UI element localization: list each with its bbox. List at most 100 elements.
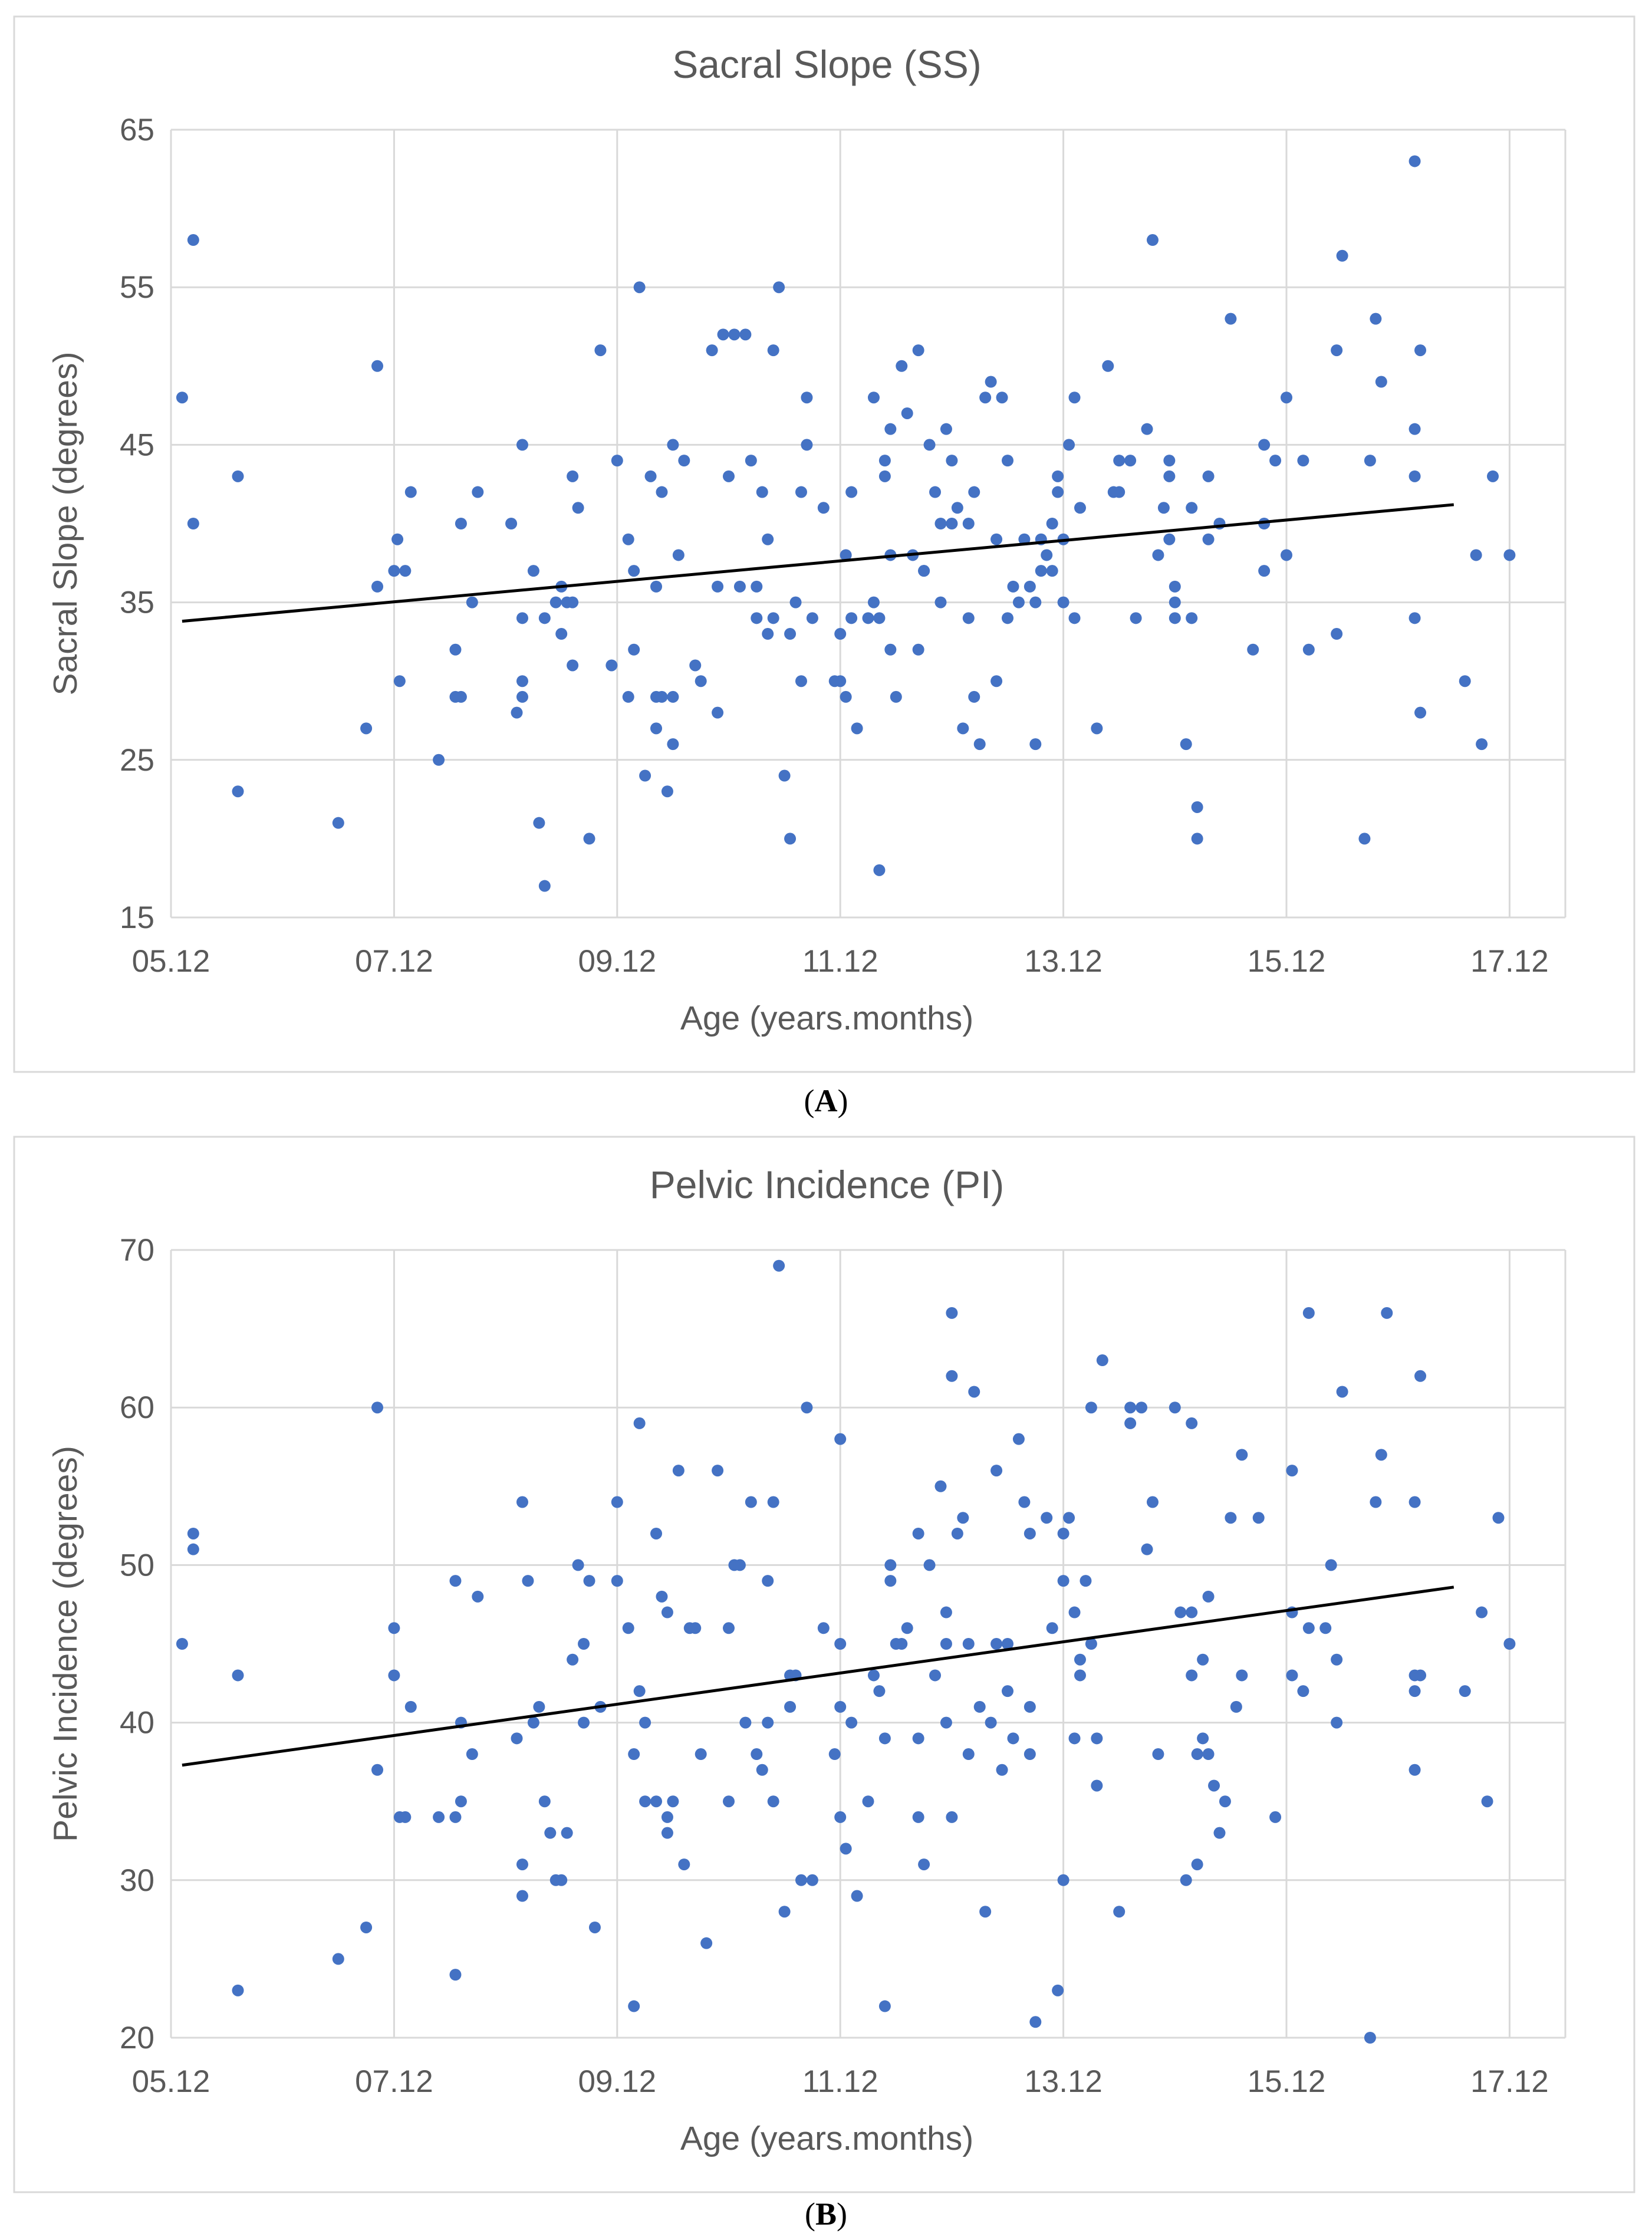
data-point	[1186, 1606, 1198, 1618]
data-point	[1002, 612, 1013, 624]
data-point	[733, 580, 746, 593]
data-point	[1197, 1653, 1209, 1666]
caption-b: (B)	[805, 2196, 847, 2232]
y-axis-label: Pelvic Incidence (degrees)	[47, 1446, 84, 1842]
data-point	[561, 1827, 573, 1839]
data-point	[549, 596, 562, 608]
data-point	[745, 455, 757, 467]
data-point	[1286, 1465, 1298, 1477]
data-point	[433, 1811, 445, 1823]
data-point	[516, 1496, 528, 1508]
data-point	[232, 1669, 244, 1682]
data-point	[1302, 1307, 1315, 1319]
data-point	[1409, 1496, 1421, 1508]
y-tick-label: 20	[120, 2021, 154, 2055]
data-point	[1364, 2032, 1376, 2044]
data-point	[896, 360, 908, 372]
data-point	[605, 659, 618, 672]
data-point	[695, 675, 707, 687]
data-point	[1057, 1874, 1069, 1886]
data-point	[789, 596, 802, 608]
data-point	[1409, 423, 1421, 435]
data-point	[527, 1716, 539, 1729]
data-point	[1163, 533, 1176, 545]
data-point	[644, 470, 657, 482]
data-point	[187, 234, 199, 246]
data-point	[884, 1559, 897, 1571]
data-point	[985, 376, 997, 388]
data-point	[689, 659, 702, 672]
data-point	[538, 880, 551, 892]
data-point	[867, 392, 880, 404]
data-point	[840, 1843, 852, 1855]
data-point	[923, 439, 936, 451]
data-point	[371, 1402, 384, 1414]
data-point	[1225, 312, 1237, 325]
data-point	[929, 1669, 942, 1682]
data-point	[873, 864, 886, 876]
data-point	[1186, 1417, 1198, 1429]
data-point	[806, 612, 818, 624]
data-point	[1012, 596, 1025, 608]
data-point	[767, 1496, 779, 1508]
data-point	[661, 1606, 673, 1618]
data-point	[1057, 1527, 1069, 1539]
data-point	[1375, 376, 1387, 388]
data-point	[639, 1795, 651, 1808]
data-point	[1247, 643, 1259, 656]
data-point	[795, 675, 807, 687]
data-point	[1091, 722, 1103, 735]
data-point	[689, 1622, 702, 1634]
data-point	[399, 1811, 412, 1823]
data-point	[360, 722, 373, 735]
data-point	[1152, 1748, 1164, 1761]
data-point	[1459, 1685, 1471, 1698]
data-point	[901, 1622, 913, 1634]
data-point	[767, 612, 779, 624]
data-point	[1414, 1669, 1427, 1682]
x-tick-label: 05.12	[132, 2064, 210, 2099]
data-point	[628, 2000, 640, 2012]
y-tick-label: 70	[120, 1233, 154, 1268]
data-point	[1007, 1732, 1019, 1745]
data-point	[1002, 1638, 1013, 1650]
data-point	[1191, 1748, 1203, 1761]
data-point	[650, 722, 663, 735]
data-point	[1007, 580, 1019, 593]
data-point	[1252, 1512, 1265, 1524]
data-point	[1024, 1700, 1036, 1713]
data-point	[633, 1685, 646, 1698]
data-point	[712, 1465, 724, 1477]
data-point	[834, 1433, 847, 1445]
data-point	[567, 470, 579, 482]
data-point	[1370, 1496, 1382, 1508]
data-point	[661, 785, 673, 798]
data-point	[628, 565, 640, 577]
y-tick-label: 55	[120, 270, 154, 305]
data-point	[996, 1764, 1008, 1776]
data-point	[1331, 1716, 1343, 1729]
data-point	[934, 596, 947, 608]
data-point	[656, 690, 668, 703]
data-point	[973, 738, 986, 751]
data-point	[639, 769, 651, 782]
data-point	[391, 533, 404, 545]
data-point	[572, 1559, 584, 1571]
data-point	[1470, 549, 1482, 561]
data-point	[455, 518, 467, 529]
data-point	[1146, 234, 1159, 246]
data-point	[1029, 738, 1042, 751]
data-point	[851, 722, 863, 735]
data-point	[1409, 1685, 1421, 1698]
data-point	[817, 502, 830, 514]
data-point	[505, 518, 518, 529]
y-tick-label: 35	[120, 585, 154, 620]
data-point	[968, 486, 980, 498]
data-point	[628, 1748, 640, 1761]
data-point	[1085, 1638, 1097, 1650]
data-point	[1319, 1622, 1332, 1634]
data-point	[449, 1575, 462, 1587]
data-point	[449, 1811, 462, 1823]
data-point	[706, 344, 718, 357]
data-point	[1141, 1543, 1153, 1555]
